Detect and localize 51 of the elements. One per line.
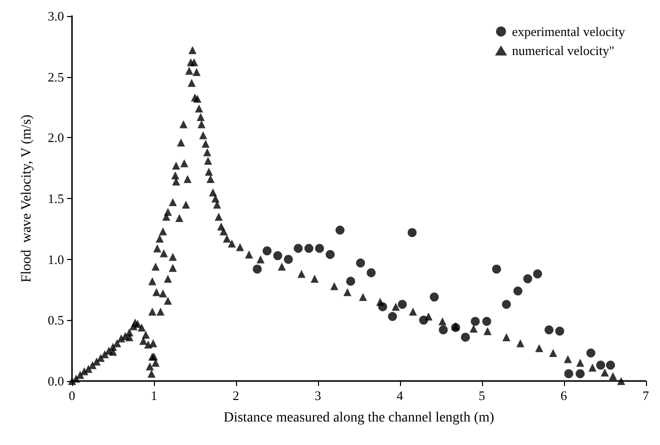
point (408, 228, 417, 238)
point (398, 300, 407, 309)
point (564, 369, 574, 378)
y-tick-label: 1.0 (48, 252, 64, 267)
x-tick-label: 4 (396, 388, 404, 403)
point (523, 274, 532, 284)
point (284, 254, 293, 264)
y-tick-label: 3.0 (48, 8, 64, 24)
point (326, 250, 335, 259)
point (356, 258, 366, 268)
y-tick-label: 0.0 (48, 374, 64, 388)
point (460, 332, 470, 342)
y-tick-label: 2.0 (48, 130, 64, 146)
point (492, 264, 502, 274)
x-tick-label: 3 (314, 388, 322, 403)
point (388, 312, 397, 322)
point (544, 325, 554, 334)
y-tick-label: 1.5 (48, 191, 64, 206)
point (304, 244, 314, 253)
point (294, 244, 303, 253)
point (555, 326, 564, 336)
x-tick-label: 1 (150, 388, 158, 403)
x-axis-title: Distance measured along the channel length (m) (224, 410, 494, 426)
point (346, 276, 356, 286)
point (513, 286, 522, 296)
point (336, 226, 345, 235)
point (252, 264, 262, 274)
x-tick-label: 2 (232, 388, 240, 403)
point (366, 268, 376, 278)
x-tick-label: 0 (68, 388, 76, 403)
point (586, 348, 596, 358)
point (502, 300, 511, 309)
point (576, 369, 585, 378)
y-tick-label: 0.5 (48, 312, 64, 328)
legend-label: numerical velocity" (512, 43, 614, 58)
x-tick-label: 6 (560, 388, 568, 403)
point (596, 360, 606, 370)
x-tick-label: 5 (478, 388, 486, 403)
point (315, 244, 324, 253)
x-tick-label: 7 (642, 388, 650, 403)
legend-label: experimental velocity (512, 24, 626, 39)
point (482, 316, 492, 326)
y-tick-label: 2.5 (48, 69, 64, 84)
point (470, 316, 480, 326)
point (273, 251, 282, 260)
point (262, 246, 272, 256)
point (438, 325, 448, 334)
y-axis-title: Flood wave Velocity, V (m/s) (20, 114, 34, 282)
point (430, 292, 439, 302)
point (533, 269, 542, 278)
point (606, 360, 616, 370)
